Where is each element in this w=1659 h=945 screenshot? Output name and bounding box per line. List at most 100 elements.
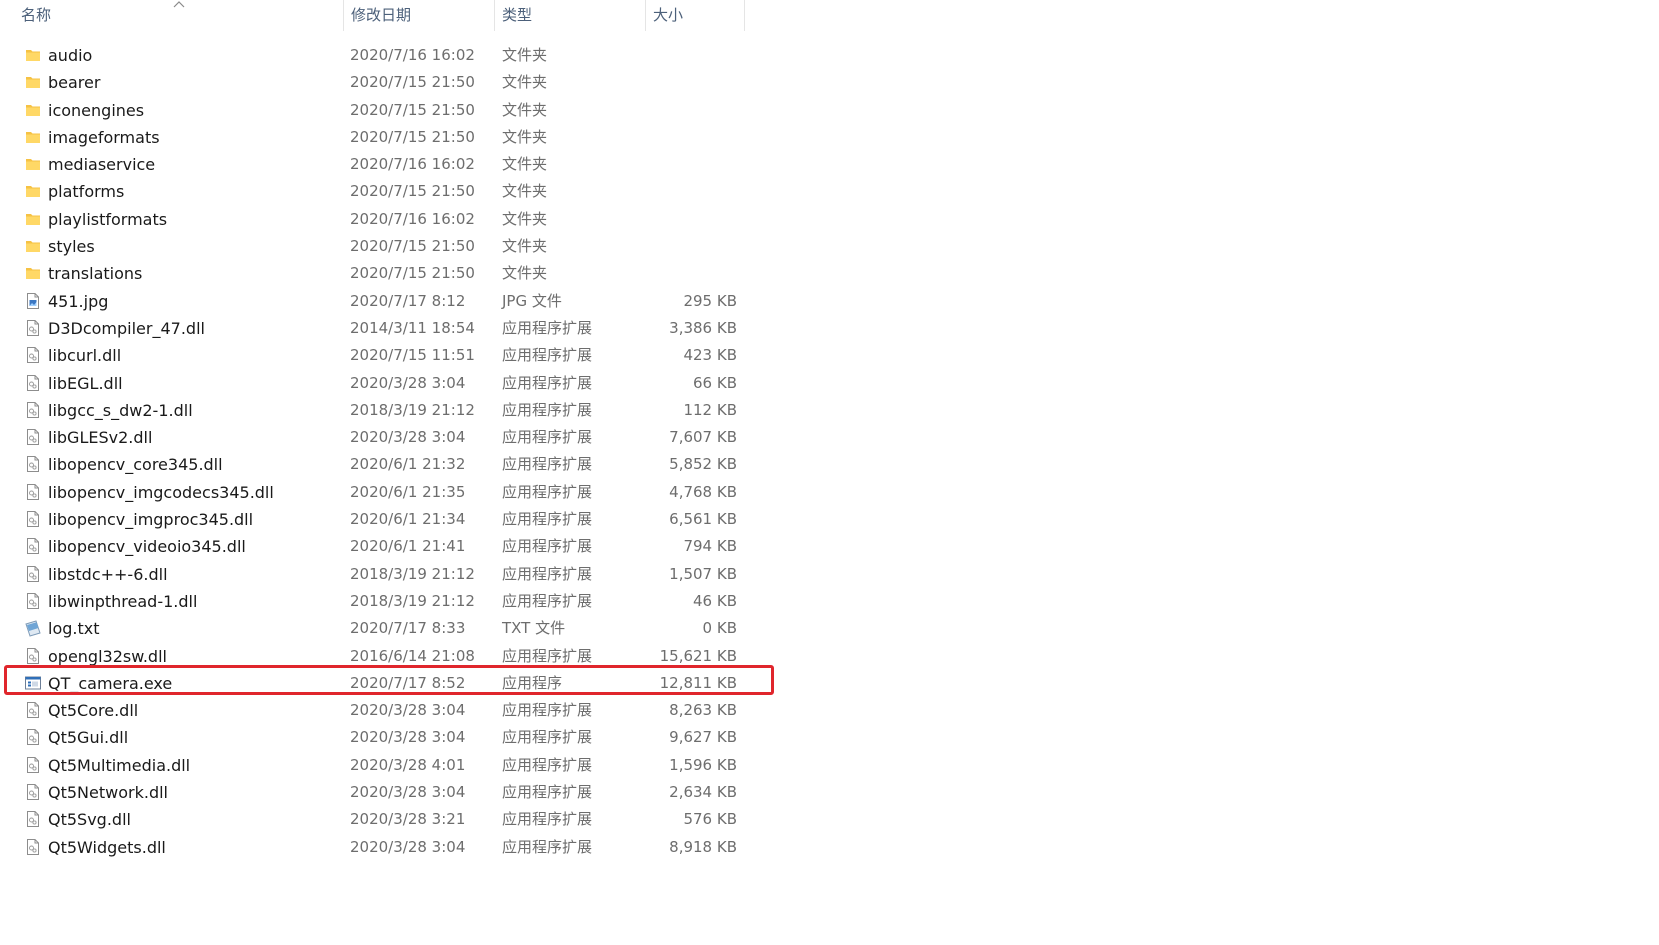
file-row[interactable]: iconengines 2020/7/15 21:50 文件夹 [0,97,745,124]
file-date: 2020/7/15 21:50 [350,127,475,146]
file-size: 112 KB [683,400,737,419]
file-row[interactable]: log.txt 2020/7/17 8:33 TXT 文件 0 KB [0,615,745,642]
column-header-date[interactable]: 修改日期 [344,0,495,31]
file-type: 应用程序扩展 [502,810,593,829]
dll-file-icon [24,537,42,555]
file-name: libopencv_core345.dll [48,455,223,475]
file-name: libstdc++-6.dll [48,564,168,584]
file-row[interactable]: libcurl.dll 2020/7/15 11:51 应用程序扩展 423 KB [0,342,745,369]
file-name: Qt5Multimedia.dll [48,755,191,775]
file-date: 2020/7/15 21:50 [350,73,475,92]
file-date: 2020/7/15 21:50 [350,264,475,283]
file-type: 应用程序 [502,673,563,692]
file-row[interactable]: 451.jpg 2020/7/17 8:12 JPG 文件 295 KB [0,288,745,315]
file-type: 应用程序扩展 [502,537,593,556]
file-type: 应用程序扩展 [502,510,593,529]
column-header-size[interactable]: 大小 [646,0,745,31]
file-date: 2014/3/11 18:54 [350,318,475,337]
folder-icon [24,73,42,91]
file-row[interactable]: Qt5Svg.dll 2020/3/28 3:21 应用程序扩展 576 KB [0,806,745,833]
dll-file-icon [24,783,42,801]
file-row[interactable]: playlistformats 2020/7/16 16:02 文件夹 [0,206,745,233]
file-name: iconengines [48,100,145,120]
file-date: 2020/6/1 21:35 [350,482,466,501]
file-name: opengl32sw.dll [48,646,167,666]
file-row[interactable]: QT_camera.exe 2020/7/17 8:52 应用程序 12,811 KB [0,670,745,697]
file-type: 应用程序扩展 [502,783,593,802]
file-size [646,260,737,287]
file-date: 2020/7/16 16:02 [350,209,475,228]
file-name: styles [48,237,95,257]
file-row[interactable]: audio 2020/7/16 16:02 文件夹 [0,42,745,69]
file-date: 2020/7/16 16:02 [350,46,475,64]
file-row[interactable]: platforms 2020/7/15 21:50 文件夹 [0,178,745,205]
dll-file-icon [24,510,42,528]
file-date: 2020/3/28 3:04 [350,373,466,392]
file-row[interactable]: libopencv_imgproc345.dll 2020/6/1 21:34 应用… [0,506,745,533]
file-size: 4,768 KB [669,482,737,501]
file-row[interactable]: D3Dcompiler_47.dll 2014/3/11 18:54 应用程序扩展 3… [0,315,745,342]
column-header-name[interactable]: 名称 [14,0,344,31]
file-row[interactable]: styles 2020/7/15 21:50 文件夹 [0,233,745,260]
file-type: 文件夹 [502,264,548,283]
file-row[interactable]: libopencv_videoio345.dll 2020/6/1 21:41 应用… [0,533,745,560]
file-row[interactable]: opengl32sw.dll 2016/6/14 21:08 应用程序扩展 15,62… [0,643,745,670]
file-name: libGLESv2.dll [48,428,153,448]
folder-icon [24,46,42,64]
file-date: 2020/3/28 3:04 [350,701,466,720]
file-row[interactable]: libopencv_core345.dll 2020/6/1 21:32 应用程序扩… [0,451,745,478]
file-row[interactable]: bearer 2020/7/15 21:50 文件夹 [0,69,745,96]
file-name: Qt5Network.dll [48,783,168,803]
file-date: 2018/3/19 21:12 [350,400,475,419]
file-type: 文件夹 [502,127,548,146]
file-date: 2018/3/19 21:12 [350,591,475,610]
dll-file-icon [24,565,42,583]
file-size: 5,852 KB [669,455,737,474]
file-size: 8,263 KB [669,701,737,720]
file-type: 应用程序扩展 [502,400,593,419]
file-row[interactable]: Qt5Gui.dll 2020/3/28 3:04 应用程序扩展 9,627 KB [0,724,745,751]
file-row[interactable]: imageformats 2020/7/15 21:50 文件夹 [0,124,745,151]
file-size: 3,386 KB [669,318,737,337]
file-row[interactable]: libstdc++-6.dll 2018/3/19 21:12 应用程序扩展 1,50… [0,561,745,588]
image-file-icon [24,292,42,310]
file-row[interactable]: libGLESv2.dll 2020/3/28 3:04 应用程序扩展 7,607 K… [0,424,745,451]
file-name: log.txt [48,619,100,639]
file-size: 576 KB [683,810,737,829]
file-row[interactable]: libgcc_s_dw2-1.dll 2018/3/19 21:12 应用程序扩展 1… [0,397,745,424]
file-row[interactable]: libwinpthread-1.dll 2018/3/19 21:12 应用程序扩展… [0,588,745,615]
file-type: 文件夹 [502,73,548,92]
folder-icon [24,182,42,200]
file-row[interactable]: mediaservice 2020/7/16 16:02 文件夹 [0,151,745,178]
file-name: QT_camera.exe [48,673,173,693]
file-name: libwinpthread-1.dll [48,591,198,611]
file-name: Qt5Core.dll [48,701,139,721]
file-row[interactable]: Qt5Core.dll 2020/3/28 3:04 应用程序扩展 8,263 KB [0,697,745,724]
dll-file-icon [24,647,42,665]
file-row[interactable]: Qt5Widgets.dll 2020/3/28 3:04 应用程序扩展 8,918 … [0,834,745,861]
file-date: 2020/6/1 21:32 [350,455,466,474]
dll-file-icon [24,756,42,774]
file-type: TXT 文件 [502,619,566,638]
file-type: 文件夹 [502,182,548,201]
file-type: 应用程序扩展 [502,755,593,774]
file-date: 2020/7/16 16:02 [350,155,475,174]
file-name: 451.jpg [48,291,109,311]
folder-icon [24,128,42,146]
file-row[interactable]: libEGL.dll 2020/3/28 3:04 应用程序扩展 66 KB [0,370,745,397]
file-size [646,151,737,178]
file-type: 应用程序扩展 [502,591,593,610]
file-row[interactable]: translations 2020/7/15 21:50 文件夹 [0,260,745,287]
dll-file-icon [24,810,42,828]
text-file-icon [24,619,42,637]
file-row[interactable]: Qt5Network.dll 2020/3/28 3:04 应用程序扩展 2,634 … [0,779,745,806]
file-date: 2020/3/28 4:01 [350,755,466,774]
file-size: 15,621 KB [659,646,737,665]
file-date: 2020/3/28 3:04 [350,428,466,447]
file-row[interactable]: libopencv_imgcodecs345.dll 2020/6/1 21:35… [0,479,745,506]
column-header-type[interactable]: 类型 [495,0,646,31]
file-row[interactable]: Qt5Multimedia.dll 2020/3/28 4:01 应用程序扩展 1,5… [0,752,745,779]
file-name: bearer [48,73,101,93]
file-size: 7,607 KB [669,428,737,447]
